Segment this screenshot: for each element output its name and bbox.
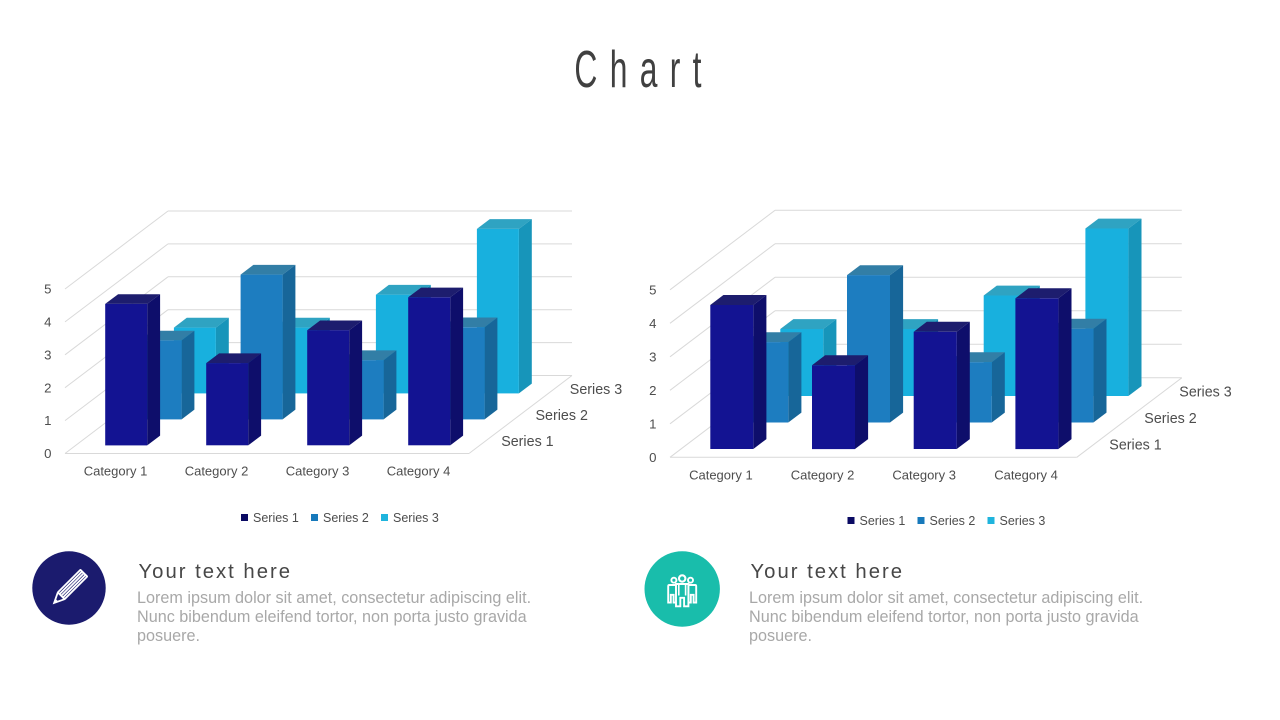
svg-text:1: 1 [649,416,656,431]
svg-text:Series 2: Series 2 [536,408,588,424]
svg-text:4: 4 [44,315,51,330]
svg-text:Category 4: Category 4 [387,464,451,479]
svg-text:Series 1: Series 1 [501,434,553,450]
svg-text:0: 0 [44,446,51,461]
svg-text:Category 1: Category 1 [84,464,148,479]
svg-text:Series 3: Series 3 [570,382,622,398]
svg-text:2: 2 [649,383,656,398]
svg-text:5: 5 [649,282,656,297]
svg-text:Series 3: Series 3 [393,511,439,525]
svg-text:Series 3: Series 3 [1000,514,1046,528]
svg-text:Category 3: Category 3 [892,468,956,483]
svg-text:Series 1: Series 1 [860,514,906,528]
svg-text:Category 4: Category 4 [994,468,1058,483]
svg-text:Category 2: Category 2 [791,468,855,483]
svg-text:Series 2: Series 2 [323,511,369,525]
svg-text:3: 3 [649,349,656,364]
svg-text:Series 1: Series 1 [1109,437,1161,453]
svg-text:Category 2: Category 2 [185,464,249,479]
svg-text:0: 0 [649,450,656,465]
svg-text:Category 1: Category 1 [689,468,753,483]
svg-text:1: 1 [44,413,51,428]
svg-text:3: 3 [44,347,51,362]
svg-text:Category 3: Category 3 [286,464,350,479]
svg-text:4: 4 [649,316,656,331]
svg-text:5: 5 [44,282,51,297]
svg-text:Series 1: Series 1 [253,511,299,525]
svg-text:Series 3: Series 3 [1179,384,1231,400]
svg-text:Series 2: Series 2 [930,514,976,528]
svg-text:2: 2 [44,380,51,395]
svg-text:Series 2: Series 2 [1144,411,1196,427]
